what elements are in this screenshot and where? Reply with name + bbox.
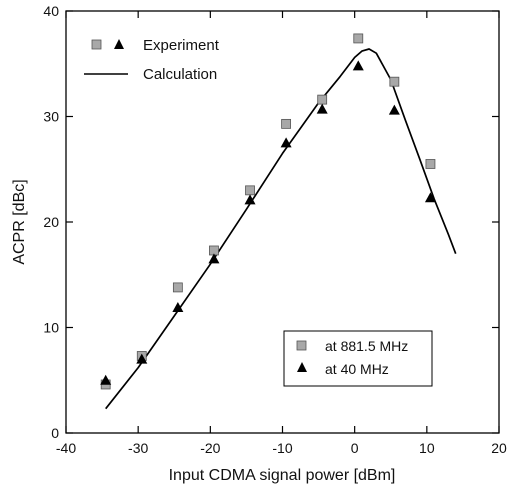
point-40mhz-0 — [100, 374, 112, 385]
point-40mhz-7 — [352, 60, 364, 71]
point-40mhz-9 — [424, 192, 436, 203]
y-axis-title: ACPR [dBc] — [11, 179, 28, 264]
y-tick-label-4: 40 — [43, 3, 59, 19]
y-tick-label-2: 20 — [43, 214, 59, 230]
point-881mhz-7 — [353, 33, 364, 44]
y-tick-label-1: 10 — [43, 320, 59, 336]
x-tick-label-3: -10 — [272, 440, 292, 456]
experiment-markers-layer — [100, 33, 436, 390]
axis-ticks — [65, 10, 500, 434]
legend-square-marker — [91, 39, 102, 50]
x-tick-label-5: 10 — [419, 440, 435, 456]
x-tick-label-4: 0 — [351, 440, 359, 456]
legend-square-marker-881 — [296, 340, 307, 351]
point-881mhz-6 — [317, 94, 328, 105]
point-881mhz-5 — [281, 118, 292, 129]
x-axis-title: Input CDMA signal power [dBm] — [169, 467, 396, 484]
x-tick-label-1: -30 — [128, 440, 148, 456]
legend-top: Experiment Calculation — [84, 37, 220, 83]
x-tick-label-6: 20 — [491, 440, 507, 456]
legend-label-881: at 881.5 MHz — [325, 338, 408, 354]
calculation-curve — [105, 48, 457, 410]
y-tick-label-3: 30 — [43, 109, 59, 125]
x-tick-label-0: -40 — [56, 440, 76, 456]
point-881mhz-2 — [172, 282, 183, 293]
legend-calculation-label: Calculation — [143, 66, 217, 83]
point-40mhz-1 — [136, 353, 148, 364]
legend-label-40: at 40 MHz — [325, 361, 389, 377]
point-40mhz-5 — [280, 137, 292, 148]
calculation-curve-layer — [105, 48, 457, 410]
point-40mhz-8 — [388, 104, 400, 115]
legend-bottom: at 881.5 MHz at 40 MHz — [283, 330, 433, 387]
y-tick-label-0: 0 — [51, 425, 59, 441]
legend-experiment-label: Experiment — [143, 37, 220, 54]
x-tick-label-2: -20 — [200, 440, 220, 456]
point-40mhz-4 — [244, 194, 256, 205]
legend-triangle-marker-40 — [297, 362, 307, 372]
point-40mhz-2 — [172, 301, 184, 312]
legend-triangle-marker — [114, 39, 124, 49]
plot-frame — [65, 10, 500, 434]
point-881mhz-4 — [245, 185, 255, 196]
legend-bottom-box — [283, 330, 433, 387]
point-881mhz-8 — [389, 76, 400, 87]
point-40mhz-6 — [316, 103, 328, 114]
axis-tick-labels: -40 -30 -20 -10 0 10 20 0 10 20 30 40 — [43, 3, 507, 456]
point-881mhz-9 — [425, 159, 436, 169]
point-40mhz-3 — [208, 253, 220, 264]
